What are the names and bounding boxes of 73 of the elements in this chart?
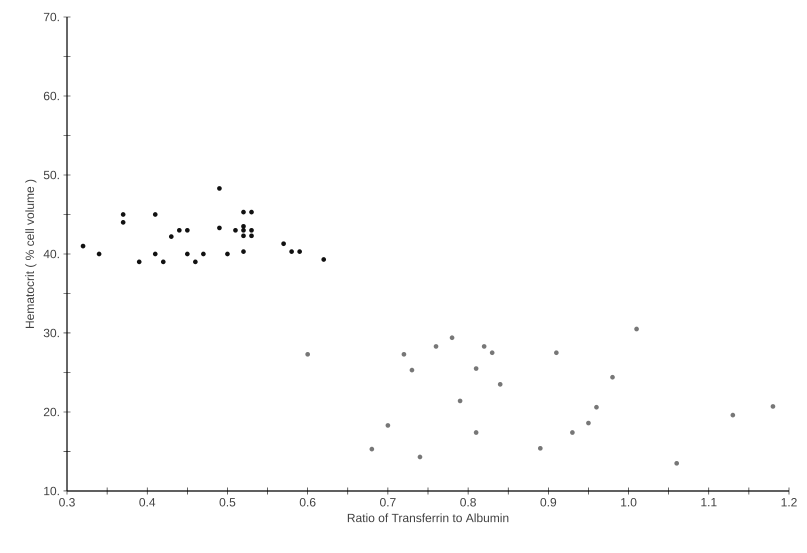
x-tick-label: 0.4 bbox=[139, 498, 156, 507]
point bbox=[289, 249, 294, 254]
point bbox=[402, 352, 406, 357]
point bbox=[136, 260, 142, 264]
point bbox=[152, 212, 158, 217]
point bbox=[241, 228, 246, 233]
point bbox=[570, 430, 575, 435]
point bbox=[594, 404, 599, 410]
point bbox=[249, 233, 254, 238]
point bbox=[450, 335, 454, 340]
point bbox=[474, 366, 478, 371]
point bbox=[168, 234, 174, 239]
point bbox=[610, 374, 615, 380]
point bbox=[490, 350, 495, 356]
x-tick-label: 1.1 bbox=[701, 498, 717, 506]
x-tick-label: 0.9 bbox=[540, 498, 556, 507]
point bbox=[96, 252, 102, 256]
point bbox=[305, 352, 310, 357]
point bbox=[369, 446, 374, 452]
x-tick-label: 0.7 bbox=[380, 498, 396, 507]
y-tick-label: 50. bbox=[44, 170, 59, 180]
point bbox=[586, 420, 591, 426]
y-tick-label: 70. bbox=[44, 12, 59, 22]
x-tick-label: 0.8 bbox=[460, 498, 476, 507]
point bbox=[80, 244, 86, 248]
x-tick-label: 1.2 bbox=[782, 498, 797, 506]
point bbox=[297, 249, 302, 254]
point bbox=[233, 228, 238, 233]
x-tick-label: 0.6 bbox=[300, 498, 316, 507]
point bbox=[434, 344, 438, 349]
point bbox=[249, 228, 254, 233]
y-tick-label: 40. bbox=[44, 250, 59, 258]
point bbox=[386, 423, 390, 428]
point bbox=[249, 210, 254, 214]
y-tick-label: 60. bbox=[44, 92, 59, 100]
point bbox=[538, 446, 543, 451]
y-tick-label: 20. bbox=[44, 408, 59, 416]
point bbox=[201, 252, 206, 256]
point bbox=[176, 228, 182, 233]
point bbox=[410, 368, 414, 372]
point bbox=[160, 260, 166, 264]
point bbox=[152, 252, 158, 256]
y-tick-label: 30. bbox=[44, 328, 59, 338]
point bbox=[321, 257, 326, 262]
point bbox=[482, 344, 487, 349]
point bbox=[241, 249, 246, 254]
point bbox=[217, 226, 222, 230]
point bbox=[281, 241, 286, 246]
point bbox=[730, 412, 736, 418]
x-tick-label: 1.0 bbox=[621, 498, 636, 507]
point bbox=[498, 382, 503, 387]
point bbox=[184, 228, 190, 233]
y-axis-title: Hematocrit ( % cell volume ) bbox=[25, 180, 36, 328]
point bbox=[184, 252, 190, 256]
point bbox=[418, 454, 422, 460]
point bbox=[770, 404, 776, 409]
point bbox=[193, 260, 198, 264]
point bbox=[241, 233, 246, 238]
point bbox=[458, 398, 462, 404]
point bbox=[241, 210, 246, 214]
point bbox=[634, 326, 639, 332]
x-tick-label: 0.5 bbox=[220, 498, 236, 507]
point bbox=[674, 460, 680, 466]
point bbox=[217, 186, 222, 191]
x-tick-label: 0.3 bbox=[59, 498, 75, 507]
point bbox=[474, 430, 478, 435]
point bbox=[120, 220, 126, 225]
point bbox=[120, 212, 126, 217]
x-axis-title: Ratio of Transferrin to Albumin bbox=[348, 513, 508, 522]
point bbox=[225, 252, 230, 256]
point bbox=[241, 224, 246, 229]
y-tick-label: 10. bbox=[44, 486, 59, 496]
point bbox=[554, 350, 559, 356]
